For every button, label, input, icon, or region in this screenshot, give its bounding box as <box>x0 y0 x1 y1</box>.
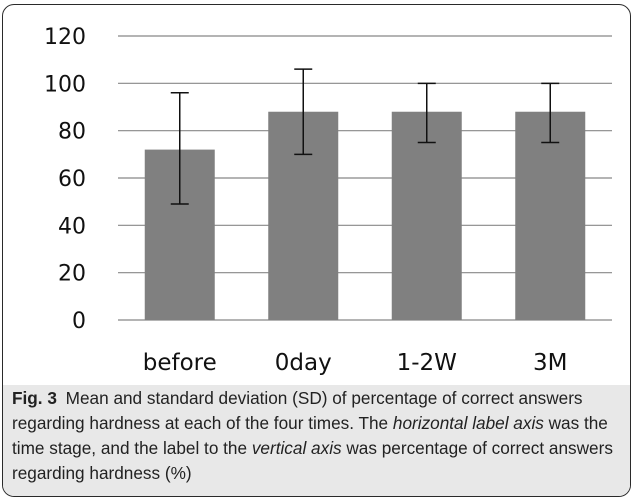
y-tick-label: 120 <box>44 25 86 50</box>
bars <box>144 111 586 320</box>
y-tick-label: 0 <box>72 309 86 334</box>
bar-chart: 0 20 40 60 80 100 120 before 0day 1-2W 3M <box>44 25 612 376</box>
figure-card <box>2 4 631 497</box>
caption-background <box>3 385 630 496</box>
caption-text-3: was percentage of correct answers regard… <box>12 438 613 483</box>
y-tick-label: 20 <box>58 262 86 287</box>
y-tick-label: 80 <box>58 120 86 145</box>
y-tick-label: 40 <box>58 214 86 239</box>
y-tick-label: 100 <box>44 72 86 97</box>
x-category-label: 0day <box>275 350 332 376</box>
bar <box>515 111 586 320</box>
x-category-label: before <box>143 350 217 376</box>
x-category-label: 3M <box>533 350 567 376</box>
caption-italic-horizontal: horizontal label axis <box>392 413 544 433</box>
error-bars <box>170 68 560 205</box>
caption-text-1: Mean and standard deviation (SD) of perc… <box>12 388 583 433</box>
x-axis-categories: before 0day 1-2W 3M <box>143 350 568 376</box>
figure-label: Fig. 3 <box>12 388 57 408</box>
bar <box>391 111 462 320</box>
caption-italic-vertical: vertical axis <box>251 438 342 458</box>
caption-text-2: was the time stage, and the label to the <box>12 413 608 458</box>
x-category-label: 1-2W <box>397 350 457 376</box>
y-tick-label: 60 <box>58 167 86 192</box>
figure-caption: Fig. 3 Mean and standard deviation (SD) … <box>12 386 616 486</box>
y-axis-ticks: 0 20 40 60 80 100 120 <box>44 25 86 334</box>
